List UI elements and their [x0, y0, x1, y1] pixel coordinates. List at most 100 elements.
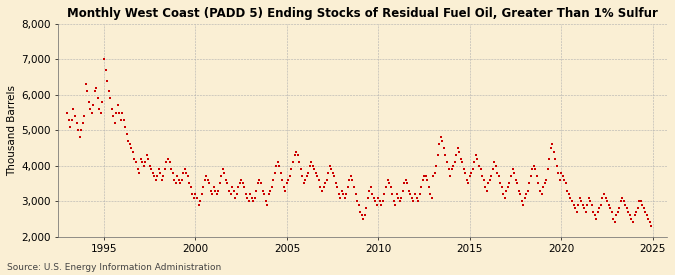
Point [497, 185, 508, 189]
Point [187, 192, 198, 196]
Point [262, 203, 273, 207]
Point [547, 142, 558, 147]
Point [228, 188, 239, 193]
Point [86, 110, 97, 115]
Point [158, 174, 169, 178]
Point [585, 199, 596, 204]
Point [70, 114, 80, 118]
Point [640, 210, 651, 214]
Point [422, 178, 433, 182]
Point [232, 192, 242, 196]
Point [510, 178, 521, 182]
Point [392, 192, 402, 196]
Point [82, 89, 92, 94]
Point [173, 178, 184, 182]
Point [454, 149, 464, 154]
Point [354, 210, 365, 214]
Point [605, 206, 616, 210]
Point [439, 146, 450, 150]
Point [463, 181, 474, 186]
Point [574, 196, 585, 200]
Point [301, 174, 312, 178]
Point [434, 142, 445, 147]
Point [260, 199, 271, 204]
Point [236, 178, 246, 182]
Point [242, 196, 252, 200]
Point [503, 185, 514, 189]
Point [645, 220, 655, 225]
Point [300, 178, 310, 182]
Point [643, 217, 653, 221]
Point [396, 196, 406, 200]
Point [336, 188, 347, 193]
Point [141, 153, 152, 157]
Point [553, 170, 564, 175]
Point [462, 178, 472, 182]
Point [297, 174, 308, 178]
Point [628, 220, 639, 225]
Point [594, 206, 605, 210]
Point [431, 164, 441, 168]
Point [416, 185, 427, 189]
Point [79, 114, 90, 118]
Point [486, 174, 497, 178]
Point [118, 117, 129, 122]
Point [601, 199, 612, 204]
Point [315, 185, 326, 189]
Point [518, 203, 529, 207]
Point [498, 192, 509, 196]
Point [152, 174, 163, 178]
Point [132, 167, 143, 172]
Point [318, 185, 329, 189]
Point [394, 199, 405, 204]
Point [202, 178, 213, 182]
Point [375, 199, 385, 204]
Point [198, 185, 209, 189]
Point [603, 203, 614, 207]
Point [295, 167, 306, 172]
Point [279, 185, 290, 189]
Point [576, 199, 587, 204]
Point [289, 153, 300, 157]
Point [91, 86, 102, 90]
Point [164, 160, 175, 164]
Point [620, 203, 630, 207]
Point [618, 199, 629, 204]
Point [371, 203, 382, 207]
Point [350, 192, 361, 196]
Point [559, 178, 570, 182]
Point [280, 188, 291, 193]
Point [412, 199, 423, 204]
Point [314, 178, 325, 182]
Point [126, 146, 137, 150]
Point [389, 203, 400, 207]
Point [99, 57, 109, 62]
Point [335, 196, 346, 200]
Point [106, 107, 117, 111]
Point [519, 196, 530, 200]
Point [570, 206, 580, 210]
Point [388, 199, 399, 204]
Point [398, 188, 408, 193]
Title: Monthly West Coast (PADD 5) Ending Stocks of Residual Fuel Oil, Greater Than 1% : Monthly West Coast (PADD 5) Ending Stock… [68, 7, 658, 20]
Point [414, 192, 425, 196]
Point [277, 178, 288, 182]
Point [646, 224, 657, 228]
Point [399, 181, 410, 186]
Point [109, 121, 120, 125]
Point [564, 192, 574, 196]
Point [393, 196, 404, 200]
Point [138, 164, 149, 168]
Point [522, 188, 533, 193]
Point [383, 181, 394, 186]
Point [124, 142, 135, 147]
Point [137, 160, 148, 164]
Point [321, 178, 332, 182]
Point [358, 217, 369, 221]
Point [530, 167, 541, 172]
Point [565, 196, 576, 200]
Point [626, 217, 637, 221]
Point [515, 192, 526, 196]
Point [495, 181, 506, 186]
Point [144, 164, 155, 168]
